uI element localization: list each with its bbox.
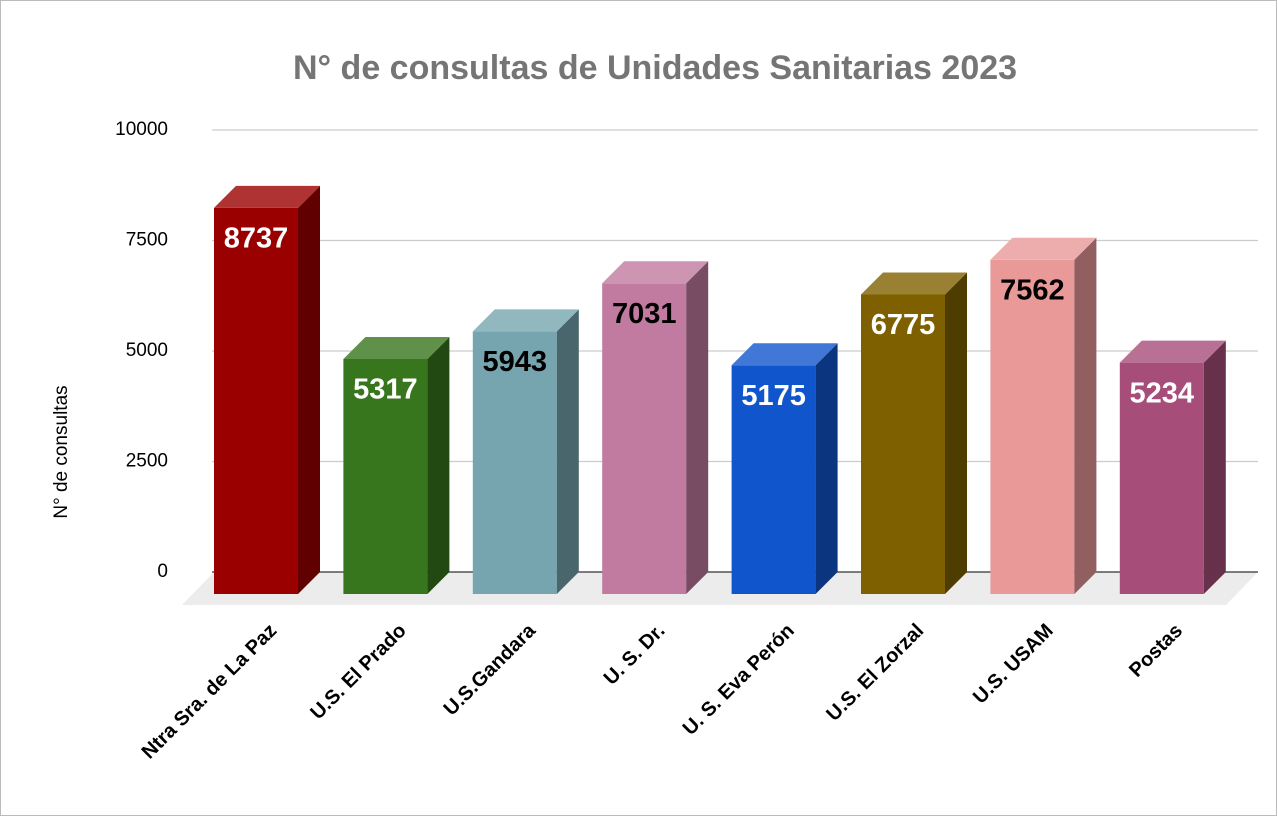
y-tick-label: 0 — [157, 561, 168, 582]
y-tick-label: 7500 — [126, 230, 168, 251]
value-label: 5175 — [741, 380, 806, 412]
value-label: 5943 — [483, 346, 548, 378]
y-tick-label: 2500 — [126, 451, 168, 472]
bar-front — [731, 365, 816, 594]
bar-side — [298, 185, 320, 595]
bar — [214, 185, 320, 595]
bar-front — [602, 283, 687, 594]
bar-top — [214, 185, 320, 208]
bar-front — [1119, 362, 1204, 594]
bar-front — [861, 294, 945, 594]
bar-front — [214, 207, 298, 595]
bar-side — [1203, 340, 1226, 594]
y-tick-label: 10000 — [115, 119, 168, 140]
bar-top — [731, 343, 838, 366]
bar-side — [1074, 237, 1097, 595]
bar — [1119, 340, 1226, 594]
value-label: 5317 — [353, 374, 418, 406]
value-label: 6775 — [871, 309, 936, 341]
bar-front — [990, 259, 1075, 594]
bar-side — [556, 309, 579, 594]
bar-side — [686, 261, 709, 594]
value-label: 7562 — [1000, 274, 1065, 306]
bar-top — [472, 309, 579, 332]
bar — [343, 336, 450, 594]
chart-title: N° de consultas de Unidades Sanitarias 2… — [293, 49, 1017, 87]
bar-side — [945, 272, 967, 594]
floor — [182, 572, 1258, 605]
bar-top — [602, 261, 709, 284]
bar — [602, 261, 709, 594]
bar-top — [990, 237, 1097, 260]
bar — [472, 309, 579, 594]
bar — [990, 237, 1097, 595]
bar-side — [427, 336, 450, 594]
bar-top — [343, 336, 450, 359]
bar-front — [472, 331, 557, 594]
value-label: 5234 — [1130, 377, 1195, 409]
value-label: 7031 — [612, 298, 677, 330]
bar-front — [343, 358, 428, 594]
y-axis-label: N° de consultas — [51, 385, 72, 518]
value-label: 8737 — [224, 222, 289, 254]
bar-side — [815, 343, 838, 594]
y-tick-label: 5000 — [126, 340, 168, 361]
bar — [731, 343, 838, 594]
bar — [861, 272, 967, 594]
bar-top — [861, 272, 967, 295]
bar-top — [1119, 340, 1226, 363]
